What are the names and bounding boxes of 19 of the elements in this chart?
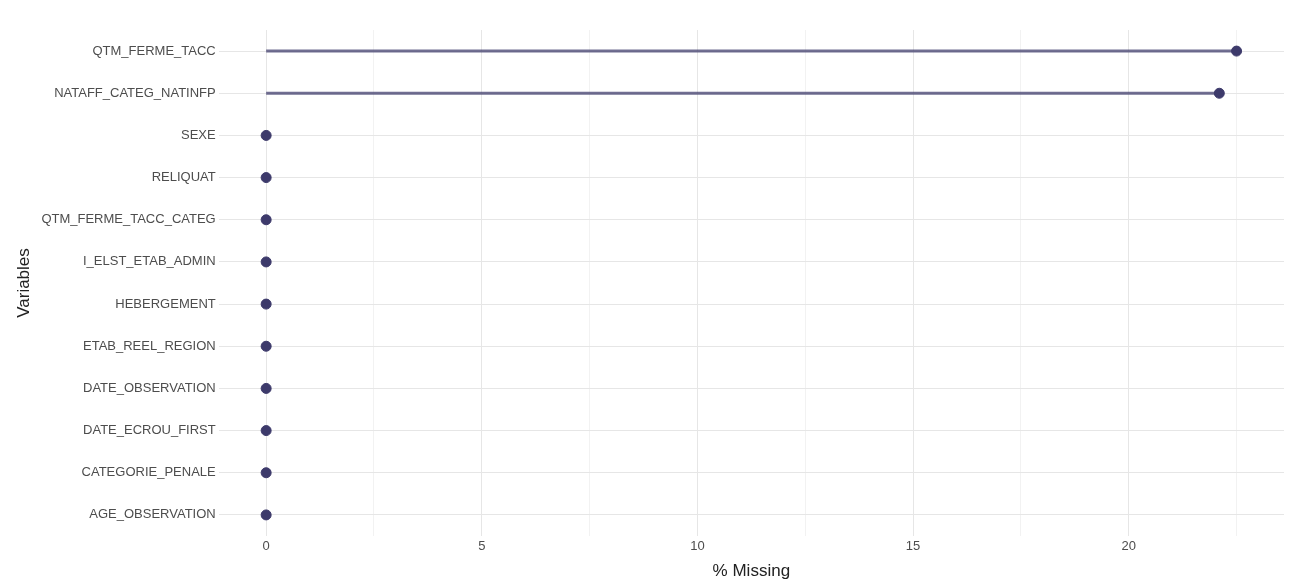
x-axis-title: % Missing <box>712 561 791 581</box>
y-tick-label: DATE_ECROU_FIRST <box>83 422 216 438</box>
y-axis-title: Variables <box>13 248 33 318</box>
x-tick-label: 5 <box>478 538 486 554</box>
x-tick-label: 20 <box>1121 538 1136 554</box>
y-tick-label: CATEGORIE_PENALE <box>81 464 217 480</box>
x-tick-label: 15 <box>905 538 921 554</box>
y-tick-label: HEBERGEMENT <box>115 295 216 311</box>
y-tick-label: AGE_OBSERVATION <box>89 506 216 522</box>
x-tick-label: 0 <box>262 538 270 554</box>
y-tick-label: NATAFF_CATEG_NATINFP <box>54 84 216 100</box>
y-tick-label: SEXE <box>181 126 217 142</box>
y-tick-label: I_ELST_ETAB_ADMIN <box>83 253 216 269</box>
y-tick-label: ETAB_REEL_REGION <box>83 337 216 353</box>
y-tick-label: QTM_FERME_TACC <box>92 42 216 58</box>
x-tick-label: 10 <box>690 538 705 554</box>
y-tick-label: RELIQUAT <box>151 169 216 185</box>
y-tick-label: DATE_OBSERVATION <box>83 379 216 395</box>
y-tick-label: QTM_FERME_TACC_CATEG <box>41 211 216 227</box>
